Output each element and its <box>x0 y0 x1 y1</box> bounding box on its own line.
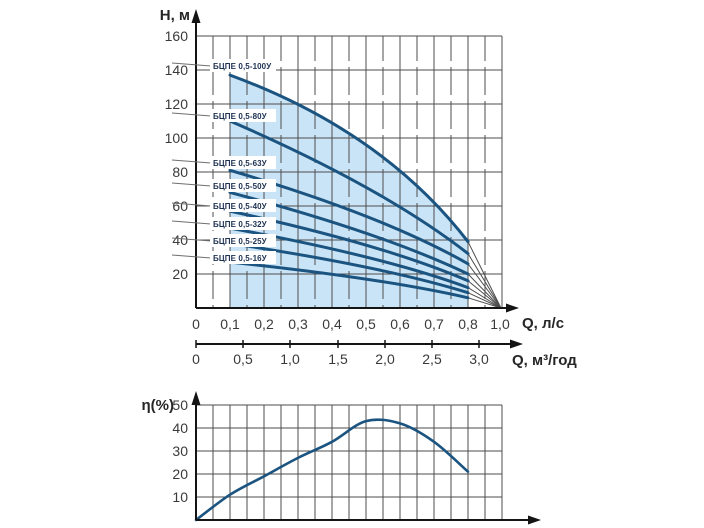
x-tick-label: 0,3 <box>288 316 308 332</box>
curve-labels: БЦПЕ 0,5-100У БЦПЕ 0,5-80У БЦПЕ 0,5-63У БЦП… <box>171 59 276 264</box>
fan-line <box>467 253 502 309</box>
efficiency-curve-path <box>194 418 470 522</box>
label-leader-line <box>171 202 212 207</box>
curve-label-box <box>210 156 276 169</box>
y-tick-label: 40 <box>172 232 188 248</box>
efficiency-chart: 50 40 30 20 10 η(%) <box>142 391 541 525</box>
curve-label-text: БЦПЕ 0,5-16У <box>213 254 268 263</box>
flow-axis-title: Q, л/с <box>522 315 564 332</box>
efficiency-y-tick-label: 40 <box>172 420 188 436</box>
x-axis-arrow <box>506 303 519 313</box>
x-tick-label: 0 <box>192 316 200 332</box>
flow-axis-secondary-title: Q, м³/год <box>512 352 577 369</box>
secondary-x-tick-label: 0,5 <box>233 351 253 367</box>
curve-fan-lines <box>467 241 502 309</box>
y-tick-label: 100 <box>165 130 189 146</box>
label-leader-line <box>171 254 212 259</box>
label-leader-line <box>171 62 212 67</box>
fan-line <box>467 297 502 309</box>
curve-label-text: БЦПЕ 0,5-50У <box>213 182 268 191</box>
y-tick-label: 60 <box>172 198 188 214</box>
efficiency-axis-title: η(%) <box>142 397 175 414</box>
efficiency-grid <box>196 404 503 520</box>
head-curve <box>228 119 470 256</box>
curve-label-box <box>210 251 276 264</box>
x-tick-label: 1,0 <box>490 316 510 332</box>
x-tick-label: 0,1 <box>220 316 240 332</box>
efficiency-x-axis-arrow <box>528 515 541 525</box>
efficiency-y-tick-label: 10 <box>172 489 188 505</box>
efficiency-y-tick-label: 50 <box>172 397 188 413</box>
x-tick-label: 0,5 <box>356 316 376 332</box>
curve-label-text: БЦПЕ 0,5-40У <box>213 202 268 211</box>
efficiency-y-tick-label: 30 <box>172 443 188 459</box>
y-tick-label: 20 <box>172 266 188 282</box>
fan-line <box>467 263 502 309</box>
x-tick-label: 0,8 <box>458 316 478 332</box>
label-leader-line <box>171 220 212 225</box>
secondary-x-axis-arrow <box>510 339 523 349</box>
head-curve <box>228 241 470 295</box>
efficiency-curve <box>194 418 470 522</box>
fan-line <box>467 273 502 309</box>
efficiency-y-axis-arrow <box>191 391 201 405</box>
curve-label-box <box>210 179 276 192</box>
head-chart: 160 140 120 100 80 60 40 20 0 0,1 0,2 0,3 0,4 0,5 0,6 0… <box>160 7 578 369</box>
label-leader-line <box>171 159 212 164</box>
y-tick-label: 80 <box>172 164 188 180</box>
secondary-x-tick-label: 3,0 <box>469 351 489 367</box>
curve-label-text: БЦПЕ 0,5-32У <box>213 220 268 229</box>
fan-line <box>467 292 502 309</box>
label-leader-line <box>171 237 212 242</box>
fan-line <box>467 241 502 309</box>
x-tick-label: 0,2 <box>254 316 274 332</box>
x-tick-label: 0,6 <box>390 316 410 332</box>
efficiency-y-tick-label: 20 <box>172 466 188 482</box>
curve-label-box <box>210 217 276 230</box>
secondary-x-tick-label: 1,5 <box>328 351 348 367</box>
head-chart-tick-labels: 160 140 120 100 80 60 40 20 0 0,1 0,2 0,3 0,4 0,5 0,6 0… <box>165 28 510 367</box>
secondary-x-tick-label: 0 <box>192 351 200 367</box>
curve-label-box <box>210 234 276 247</box>
x-tick-label: 0,4 <box>322 316 342 332</box>
label-leader-line <box>171 182 212 187</box>
y-tick-label: 160 <box>165 28 189 44</box>
curve-label-box <box>210 109 276 122</box>
efficiency-axes <box>191 391 541 525</box>
curve-label-text: БЦПЕ 0,5-63У <box>213 159 268 168</box>
y-axis-arrow <box>191 9 201 23</box>
y-tick-label: 140 <box>165 62 189 78</box>
secondary-x-tick-label: 2,5 <box>422 351 442 367</box>
secondary-x-tick-label: 1,0 <box>280 351 300 367</box>
efficiency-tick-labels: 50 40 30 20 10 <box>172 397 188 505</box>
secondary-x-tick-label: 2,0 <box>375 351 395 367</box>
fan-line <box>467 287 502 309</box>
curve-label-text: БЦПЕ 0,5-25У <box>213 237 268 246</box>
x-tick-label: 0,7 <box>424 316 444 332</box>
head-curve <box>228 73 470 244</box>
label-leader-line <box>171 112 212 117</box>
curve-label-text: БЦПЕ 0,5-80У <box>213 112 268 121</box>
head-chart-axes <box>191 9 523 349</box>
head-curve <box>228 260 470 300</box>
curve-label-text: БЦПЕ 0,5-100У <box>213 62 272 71</box>
fan-line <box>467 280 502 309</box>
curve-label-box <box>210 199 276 212</box>
curve-label-box <box>210 59 276 72</box>
head-axis-title: Н, м <box>160 7 190 24</box>
y-tick-label: 120 <box>165 96 189 112</box>
